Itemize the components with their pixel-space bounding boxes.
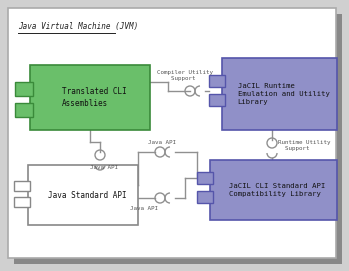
Text: Java API: Java API	[90, 165, 118, 170]
FancyBboxPatch shape	[197, 172, 213, 184]
Text: Java Standard API: Java Standard API	[48, 191, 126, 199]
FancyBboxPatch shape	[209, 75, 225, 87]
Text: Runtime Utility
  Support: Runtime Utility Support	[278, 140, 331, 151]
Text: Java Virtual Machine (JVM): Java Virtual Machine (JVM)	[18, 22, 138, 31]
FancyBboxPatch shape	[209, 94, 225, 106]
FancyBboxPatch shape	[15, 82, 33, 96]
FancyBboxPatch shape	[14, 14, 342, 264]
FancyBboxPatch shape	[14, 197, 30, 207]
Text: JaCIL Runtime
Emulation and Utility
Library: JaCIL Runtime Emulation and Utility Libr…	[238, 83, 329, 105]
FancyBboxPatch shape	[222, 58, 337, 130]
Text: Translated CLI
Assemblies: Translated CLI Assemblies	[62, 87, 126, 108]
FancyBboxPatch shape	[210, 160, 337, 220]
Text: JaCIL CLI Standard API
Compatibility Library: JaCIL CLI Standard API Compatibility Lib…	[229, 183, 326, 197]
FancyBboxPatch shape	[14, 181, 30, 191]
FancyBboxPatch shape	[197, 191, 213, 203]
FancyBboxPatch shape	[28, 165, 138, 225]
Text: Java API: Java API	[148, 140, 176, 145]
FancyBboxPatch shape	[8, 8, 336, 258]
FancyBboxPatch shape	[30, 65, 150, 130]
FancyBboxPatch shape	[15, 103, 33, 117]
Text: Java API: Java API	[130, 206, 158, 211]
Text: Compiler Utility
    Support: Compiler Utility Support	[157, 70, 213, 81]
